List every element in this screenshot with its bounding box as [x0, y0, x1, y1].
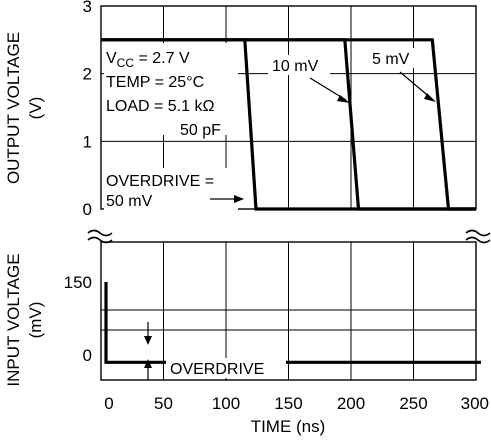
overdrive-arrow — [210, 195, 244, 203]
axis-break-right — [465, 229, 491, 244]
arrow-5mv — [399, 71, 436, 102]
x-tick-labels: 0 50 100 150 200 250 300 — [104, 394, 489, 413]
label-5mv: 5 mV — [372, 51, 410, 68]
top-y-axis-title-line2: (V) — [26, 97, 45, 120]
condition-vcc: VCC = 2.7 V — [106, 50, 190, 70]
bottom-gridlines — [101, 242, 476, 380]
overdrive-bottom-label: OVERDRIVE — [170, 361, 264, 378]
x-tick-label: 0 — [104, 394, 113, 413]
label-5mv-backdrop — [368, 48, 418, 68]
input-traces — [104, 282, 481, 364]
top-y-tick-label: 0 — [83, 200, 92, 219]
x-tick-label: 150 — [274, 394, 302, 413]
arrow-10mv — [309, 77, 350, 103]
bottom-y-axis-title-line2: (mV) — [26, 302, 45, 339]
axis-break-left — [87, 229, 113, 244]
overdrive-backdrop — [104, 168, 238, 210]
x-axis-title: TIME (ns) — [251, 417, 326, 436]
overdrive-bottom-backdrop — [166, 358, 286, 378]
condition-load: LOAD = 5.1 kΩ — [106, 98, 214, 115]
x-tick-label: 100 — [212, 394, 240, 413]
top-y-tick-label: 3 — [83, 0, 92, 16]
x-tick-label: 200 — [337, 394, 365, 413]
top-y-tick-label: 1 — [83, 132, 92, 151]
overdrive-bottom-arrows — [144, 322, 152, 380]
output-traces — [101, 38, 476, 211]
label-10mv-backdrop — [268, 55, 330, 75]
x-tick-label: 300 — [461, 394, 489, 413]
top-y-axis-title-line1: OUTPUT VOLTAGE — [4, 32, 23, 184]
top-y-tick-labels: 0 1 2 3 — [83, 0, 92, 219]
x-tick-label: 250 — [399, 394, 427, 413]
overdrive-label-line2: 50 mV — [106, 193, 153, 210]
conditions-backdrop — [104, 43, 238, 135]
condition-load-cap: 50 pF — [180, 122, 221, 139]
bottom-y-axis-title-line1: INPUT VOLTAGE — [4, 253, 23, 386]
input-trace-0 — [104, 282, 481, 364]
output-trace-2 — [101, 38, 476, 211]
condition-temp: TEMP = 25°C — [106, 74, 204, 91]
top-y-tick-label: 2 — [83, 65, 92, 84]
label-10mv: 10 mV — [272, 58, 319, 75]
bottom-y-tick-label: 150 — [64, 273, 92, 292]
x-tick-label: 50 — [154, 394, 173, 413]
overdrive-label-line1: OVERDRIVE = — [106, 173, 214, 190]
bottom-y-tick-label: 0 — [83, 346, 92, 365]
